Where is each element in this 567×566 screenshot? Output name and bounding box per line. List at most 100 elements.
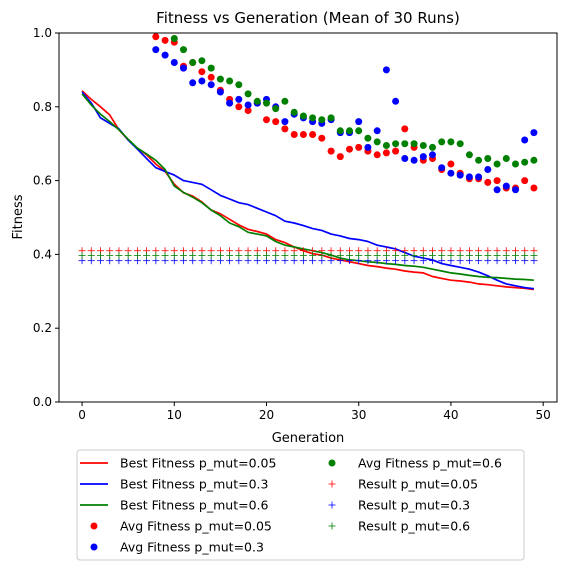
series-8-marker [115,252,123,260]
series-5-point [290,108,298,116]
series-5-point [392,140,400,148]
series-3-point [336,153,344,161]
x-axis-label: Generation [272,431,345,446]
series-5-point [309,114,317,122]
series-3-point [346,145,353,153]
series-4-point [244,101,252,109]
series-0-line [81,90,535,291]
series-5-point [281,97,289,105]
series-4-point [161,51,169,59]
series-4-point [216,88,224,96]
series-5-point [493,160,501,168]
y-tick-label: 0.2 [33,321,52,335]
legend-box [76,449,525,561]
series-8-marker [456,252,464,260]
x-tick-label: 30 [351,408,366,422]
series-4-point [180,64,187,72]
series-8-marker [216,252,224,260]
series-3-point [382,149,390,157]
y-tick-label: 0.6 [33,174,52,188]
series-3-point [281,125,289,133]
series-3-point [207,73,215,81]
series-4-point [198,77,206,85]
series-4-point [152,46,160,54]
series-5-point [180,46,187,54]
series-5-point [530,156,538,164]
series-5-point [198,57,206,65]
chart-title: Fitness vs Generation (Mean of 30 Runs) [156,9,460,27]
legend-item: Result p_mut=0.05 [328,477,478,492]
legend-item: Avg Fitness p_mut=0.05 [90,519,272,534]
legend: Best Fitness p_mut=0.05 Best Fitness p_mu… [76,449,525,561]
series-5-point [484,155,492,162]
series-4-point [465,173,473,181]
legend-label: Avg Fitness p_mut=0.6 [358,456,502,471]
y-axis-label: Fitness [11,194,26,239]
series-4-point [226,99,234,107]
series-3-point [447,160,455,168]
y-tick-label: 0.4 [33,247,52,261]
legend-dot-swatch [90,522,98,530]
series-8-marker [106,252,114,260]
series-4-point [281,118,289,126]
series-4-point [429,151,436,159]
series-8-marker [419,252,427,260]
series-5-point [327,114,335,122]
series-5-point [235,81,243,89]
series-4-point [189,79,197,87]
plot-area [78,33,538,291]
series-5-point [456,140,464,148]
series-3-point [161,36,169,44]
series-5-point [272,105,280,113]
series-5-point [419,142,427,149]
series-5-point [170,35,178,42]
series-8-marker [364,252,372,260]
series-8-marker [392,252,400,260]
series-4-point [392,97,400,105]
series-4-point [382,66,390,74]
series-8-marker [327,252,335,260]
series-1-line [81,91,535,290]
legend-item: Result p_mut=0.3 [328,498,470,513]
series-4-point [373,127,381,135]
series-8-marker [475,252,483,260]
series-3-point [263,116,270,124]
series-3-point [152,33,160,41]
series-8-marker [530,252,538,260]
series-8-marker [309,252,317,260]
series-8-marker [346,252,353,260]
legend-label: Best Fitness p_mut=0.3 [120,477,268,492]
x-tick-label: 40 [443,408,458,422]
series-8-marker [78,252,86,260]
series-3-point [530,184,538,192]
series-5-point [336,127,344,135]
series-8-marker [244,252,252,260]
series-8-marker [447,252,455,260]
y-tick-label: 0.0 [33,395,52,409]
series-8-marker [382,252,390,260]
series-8-marker [189,252,197,260]
series-5-point [475,156,483,164]
plot-series [78,33,538,291]
legend-item: Avg Fitness p_mut=0.3 [90,540,264,555]
x-tick-label: 20 [259,408,274,422]
series-8-marker [97,252,104,260]
series-4-point [419,153,427,161]
series-3-point [493,177,501,185]
series-5-point [318,116,326,124]
series-5-point [364,134,372,142]
series-5-point [263,99,270,107]
series-4-point [438,164,446,172]
x-tick-label: 0 [78,408,86,422]
x-tick-label: 50 [536,408,551,422]
y-tick-label: 0.8 [33,100,52,114]
series-8-marker [207,252,215,260]
series-5-point [346,127,353,135]
series-3-point [355,143,363,151]
series-5-point [207,64,215,72]
series-3-point [198,68,206,76]
series-4-point [512,186,519,194]
series-3-point [373,151,381,159]
series-4-point [475,173,483,181]
